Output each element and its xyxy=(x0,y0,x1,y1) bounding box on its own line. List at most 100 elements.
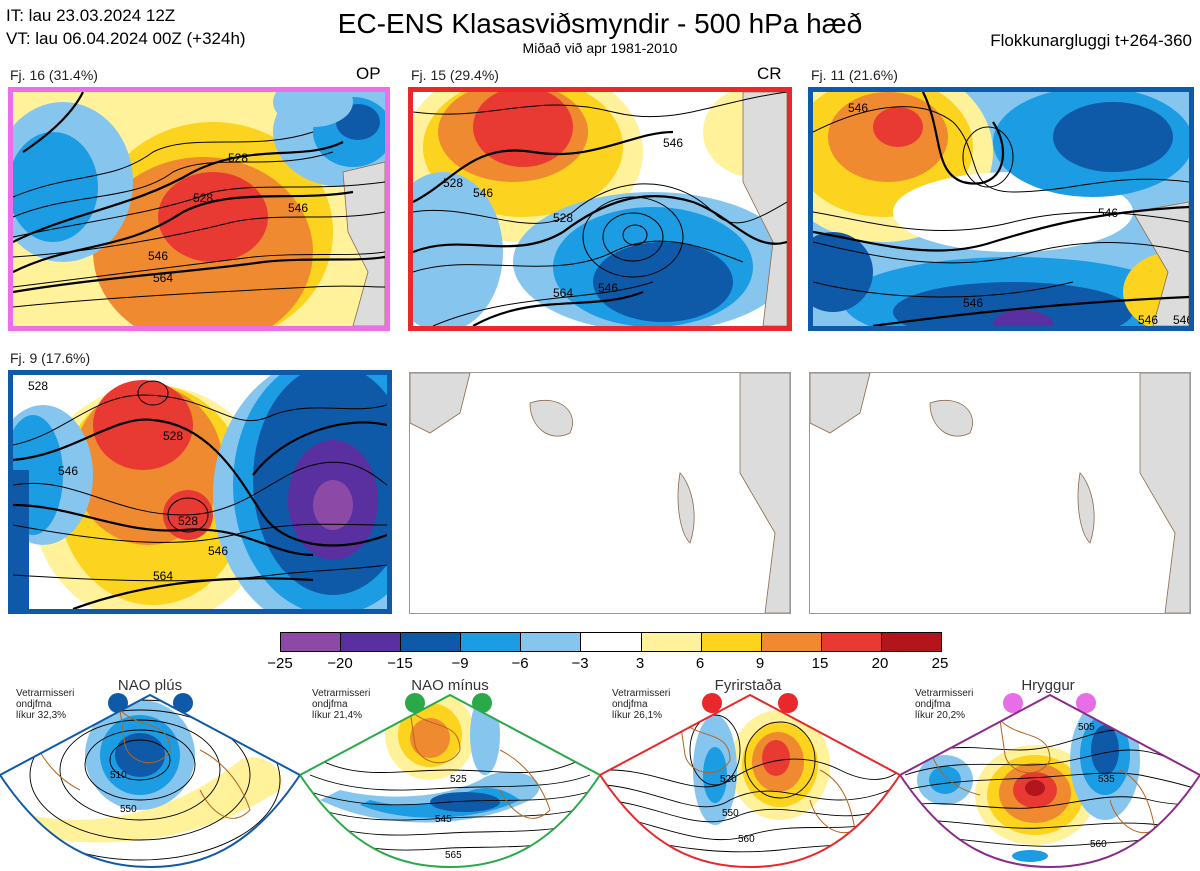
contour-label: 528 xyxy=(163,429,183,443)
note-line: Vetrarmisseri xyxy=(16,688,75,699)
contour-label: 546 xyxy=(288,201,308,215)
contour-label: 546 xyxy=(1098,206,1118,220)
regime-dot xyxy=(173,693,193,713)
contour-label: 546 xyxy=(1173,313,1189,326)
colorbar-swatch xyxy=(881,633,942,651)
colorbar-swatch xyxy=(521,633,582,651)
colorbar-tick: −25 xyxy=(267,655,293,672)
contour-label: 560 xyxy=(738,834,755,845)
colorbar-tick: 25 xyxy=(931,655,949,672)
contour-label: 546 xyxy=(663,136,683,150)
regime-title-nao-minus: NAO mínus xyxy=(411,677,489,694)
empty-map-1-coast xyxy=(410,373,790,613)
empty-map-1 xyxy=(409,372,791,614)
note-line: líkur 20,2% xyxy=(915,710,966,721)
regime-dot xyxy=(1003,693,1023,713)
contour-label: 545 xyxy=(435,814,452,825)
colorbar-tick: 6 xyxy=(695,655,705,672)
note-line: líkur 21,4% xyxy=(312,710,363,721)
panel-label-1: Fj. 16 (31.4%) xyxy=(10,67,98,83)
contour-label: 528 xyxy=(28,379,48,393)
cluster-map-3[interactable]: 546 546 546 546 546 xyxy=(808,87,1194,331)
colorbar-swatch xyxy=(341,633,402,651)
colorbar-swatch xyxy=(821,633,882,651)
cluster-map-1-graphic: 528 528 546 546 564 xyxy=(13,92,385,326)
page-subtitle: Miðað við apr 1981-2010 xyxy=(522,40,678,56)
regime-title-blocking: Fyrirstaða xyxy=(714,677,782,694)
regime-map-ridge: 505 535 560 xyxy=(900,693,1200,869)
colorbar-tick: 15 xyxy=(811,655,829,672)
cluster-map-4-graphic: 528 528 546 528 546 564 xyxy=(13,375,387,609)
regime-map-nao-minus: 525 545 565 xyxy=(300,693,600,869)
panel-tag-2: CR xyxy=(757,64,782,83)
colorbar-tick: 20 xyxy=(871,655,889,672)
cluster-map-4[interactable]: 528 528 546 528 546 564 xyxy=(8,370,392,614)
contour-label: 505 xyxy=(1078,722,1095,733)
panel-tag-1: OP xyxy=(356,64,381,83)
contour-label: 564 xyxy=(153,271,173,285)
cluster-map-2-graphic: 546 528 546 528 546 564 xyxy=(413,92,787,326)
contour-label: 528 xyxy=(228,151,248,165)
regime-dot xyxy=(1076,693,1096,713)
note-line: Vetrarmisseri xyxy=(312,688,371,699)
colorbar-swatch xyxy=(581,633,642,651)
regime-dot xyxy=(778,693,798,713)
contour-label: 546 xyxy=(1138,313,1158,326)
contour-label: 546 xyxy=(208,544,228,558)
regime-note-nao-plus: Vetrarmisseri ondjfma líkur 32,3% xyxy=(16,688,74,721)
colorbar-swatch xyxy=(701,633,762,651)
contour-label: 550 xyxy=(722,808,739,819)
regime-map-blocking: 520 550 560 xyxy=(600,693,900,869)
colorbar-swatch xyxy=(641,633,702,651)
contour-label: 546 xyxy=(848,101,868,115)
contour-label: 528 xyxy=(178,514,198,528)
regime-dot xyxy=(108,693,128,713)
init-time: IT: lau 23.03.2024 12Z xyxy=(6,6,176,25)
contour-label: 525 xyxy=(450,774,467,785)
contour-label: 565 xyxy=(445,850,462,861)
note-line: líkur 32,3% xyxy=(16,710,67,721)
colorbar-swatch xyxy=(761,633,822,651)
contour-label: 564 xyxy=(153,569,173,583)
cluster-map-3-graphic: 546 546 546 546 546 xyxy=(813,92,1189,326)
regime-note-nao-minus: Vetrarmisseri ondjfma líkur 21,4% xyxy=(312,688,370,721)
empty-map-2 xyxy=(809,372,1191,614)
note-line: Vetrarmisseri xyxy=(915,688,974,699)
contour-label: 550 xyxy=(120,804,137,815)
contour-label: 528 xyxy=(193,191,213,205)
contour-label: 510 xyxy=(110,770,127,781)
contour-label: 528 xyxy=(443,176,463,190)
panel-label-2: Fj. 15 (29.4%) xyxy=(411,67,499,83)
note-line: Vetrarmisseri xyxy=(612,688,671,699)
regime-dot xyxy=(405,693,425,713)
contour-label: 528 xyxy=(553,211,573,225)
contour-label: 535 xyxy=(1098,774,1115,785)
empty-map-2-coast xyxy=(810,373,1190,613)
colorbar-tick: −6 xyxy=(511,655,529,672)
panel-label-4: Fj. 9 (17.6%) xyxy=(10,350,91,366)
contour-label: 564 xyxy=(553,286,573,300)
note-line: ondjfma xyxy=(312,699,348,710)
colorbar-tick: 3 xyxy=(635,655,645,672)
regime-title-nao-plus: NAO plús xyxy=(117,677,183,694)
colorbar-swatch xyxy=(281,633,342,651)
cluster-map-2[interactable]: 546 528 546 528 546 564 xyxy=(408,87,792,331)
contour-label: 520 xyxy=(720,774,737,785)
cluster-map-1[interactable]: 528 528 546 546 564 xyxy=(8,87,390,331)
regime-dot xyxy=(472,693,492,713)
panel-label-3: Fj. 11 (21.6%) xyxy=(811,67,898,83)
regime-map-nao-plus: 510 550 xyxy=(0,693,300,869)
colorbar-tick: −20 xyxy=(327,655,353,672)
colorbar-tick: −3 xyxy=(571,655,589,672)
colorbar-swatch xyxy=(401,633,462,651)
page-title: EC-ENS Klasasviðsmyndir - 500 hPa hæð xyxy=(337,8,863,39)
classification-window: Flokkunargluggi t+264-360 xyxy=(990,31,1192,50)
regime-note-ridge: Vetrarmisseri ondjfma líkur 20,2% xyxy=(915,688,973,721)
colorbar-tick: −9 xyxy=(451,655,469,672)
regime-note-blocking: Vetrarmisseri ondjfma líkur 26,1% xyxy=(612,688,670,721)
valid-time: VT: lau 06.04.2024 00Z (+324h) xyxy=(6,29,246,48)
contour-label: 546 xyxy=(473,186,493,200)
colorbar-swatch xyxy=(461,633,522,651)
colorbar-tick: −15 xyxy=(387,655,413,672)
note-line: ondjfma xyxy=(612,699,648,710)
